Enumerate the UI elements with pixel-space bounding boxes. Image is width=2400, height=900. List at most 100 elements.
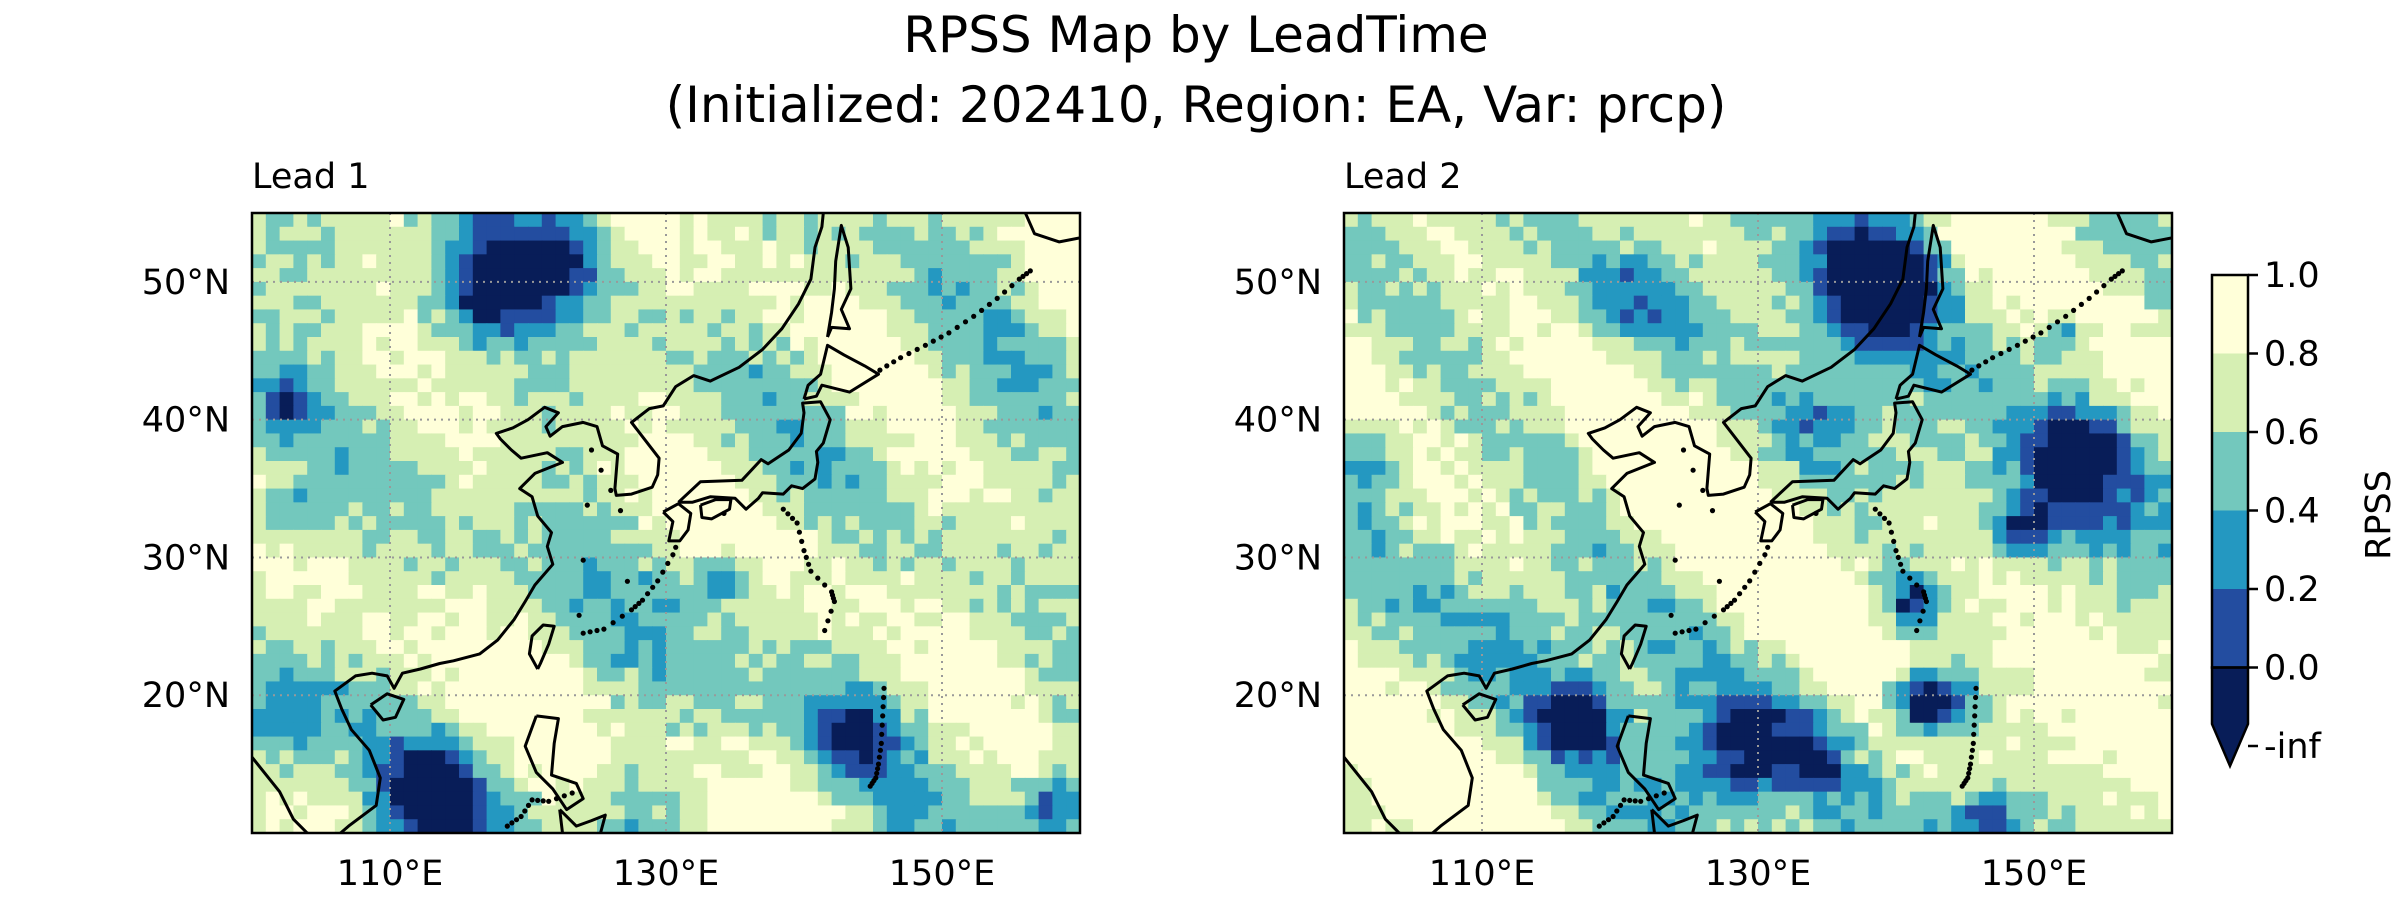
grid-cell <box>2158 502 2172 517</box>
grid-cell <box>417 612 432 627</box>
grid-cell <box>1495 323 1511 338</box>
grid-cell <box>1675 461 1690 476</box>
grid-cell <box>1440 612 1455 627</box>
grid-cell <box>1038 378 1053 393</box>
grid-cell <box>1978 254 1994 269</box>
grid-cell <box>624 653 639 669</box>
grid-cell <box>762 419 777 435</box>
grid-cell <box>845 612 860 627</box>
grid-cell <box>569 350 584 366</box>
grid-cell <box>1854 226 1869 242</box>
grid-cell <box>279 268 294 283</box>
grid-cell <box>859 764 874 779</box>
grid-cell <box>348 750 363 765</box>
grid-cell <box>2158 323 2172 338</box>
island-dot <box>971 313 977 319</box>
grid-cell <box>1730 447 1745 462</box>
grid-cell <box>459 516 474 531</box>
grid-cell <box>624 819 639 833</box>
grid-cell <box>831 488 846 503</box>
grid-cell <box>914 640 929 655</box>
grid-cell <box>1620 557 1635 572</box>
grid-cell <box>528 681 543 696</box>
grid-cell <box>1066 364 1080 379</box>
grid-cell <box>514 226 529 242</box>
grid-cell <box>2006 364 2021 379</box>
grid-cell <box>1426 612 1442 627</box>
grid-cell <box>431 295 446 311</box>
grid-cell <box>790 461 805 476</box>
grid-cell <box>2144 433 2159 448</box>
grid-cell <box>1675 612 1690 627</box>
grid-cell <box>997 764 1012 779</box>
grid-cell <box>500 598 515 614</box>
grid-cell <box>693 695 708 710</box>
grid-cell <box>762 323 777 338</box>
grid-cell <box>334 598 350 614</box>
grid-cell <box>1371 653 1386 669</box>
grid-cell <box>1827 461 1842 476</box>
grid-cell <box>1038 295 1053 311</box>
grid-cell <box>1730 295 1745 311</box>
grid-cell <box>721 226 736 242</box>
grid-cell <box>1551 350 1566 366</box>
grid-cell <box>2006 474 2021 490</box>
grid-cell <box>1744 681 1759 696</box>
grid-cell <box>1689 378 1704 393</box>
grid-cell <box>348 543 363 559</box>
grid-cell <box>486 295 501 311</box>
grid-cell <box>1357 571 1373 586</box>
grid-cell <box>817 764 833 779</box>
island-dot <box>785 511 791 517</box>
grid-cell <box>1896 543 1911 559</box>
grid-cell <box>417 681 432 696</box>
grid-cell <box>1468 323 1483 338</box>
island-dot <box>780 506 786 512</box>
grid-cell <box>624 764 639 779</box>
grid-cell <box>390 612 405 627</box>
grid-cell <box>1564 502 1580 517</box>
grid-cell <box>459 240 474 255</box>
grid-cell <box>293 516 308 531</box>
grid-cell <box>1978 585 1994 600</box>
grid-cell <box>1965 502 1980 517</box>
grid-cell <box>514 750 529 765</box>
grid-cell <box>2061 447 2076 462</box>
grid-cell <box>2158 653 2172 669</box>
grid-cell <box>1992 543 2007 559</box>
grid-cell <box>1578 378 1593 393</box>
grid-cell <box>638 461 653 476</box>
grid-cell <box>1399 323 1414 338</box>
grid-cell <box>500 392 515 407</box>
grid-cell <box>873 667 888 683</box>
grid-cell <box>252 626 267 641</box>
grid-cell <box>942 350 957 366</box>
grid-cell <box>445 433 460 448</box>
grid-cell <box>983 474 998 490</box>
grid-cell <box>583 736 598 751</box>
grid-cell <box>445 805 460 820</box>
island-dot <box>898 355 904 361</box>
grid-cell <box>804 433 819 448</box>
grid-cell <box>1882 695 1897 710</box>
grid-cell <box>1716 323 1731 338</box>
grid-cell <box>1578 364 1593 379</box>
grid-cell <box>1011 529 1026 545</box>
grid-cell <box>2116 433 2132 448</box>
grid-cell <box>624 681 639 696</box>
island-dot <box>529 797 535 803</box>
grid-cell <box>1011 653 1026 669</box>
grid-cell <box>652 695 667 710</box>
grid-cell <box>804 323 819 338</box>
grid-cell <box>900 736 915 751</box>
grid-cell <box>900 323 915 338</box>
grid-cell <box>376 281 391 297</box>
grid-cell <box>1716 295 1731 311</box>
grid-cell <box>638 529 653 545</box>
grid-cell <box>693 419 708 435</box>
grid-cell <box>1052 819 1067 833</box>
grid-cell <box>1951 337 1966 352</box>
grid-cell <box>583 777 598 793</box>
grid-cell <box>1716 695 1731 710</box>
grid-cell <box>666 709 681 724</box>
